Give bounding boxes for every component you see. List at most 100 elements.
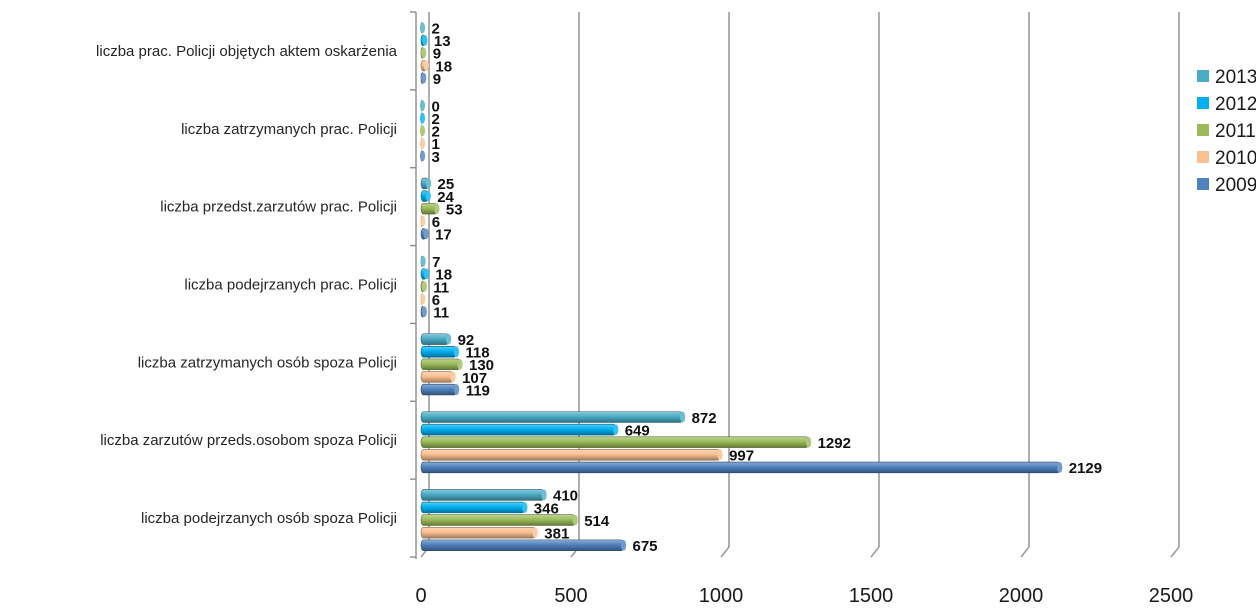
bar-2013-liczba-podejrzanych-osob-spoza-policji bbox=[420, 489, 545, 501]
data-label-2011-liczba-podejrzanych-prac-policji: 11 bbox=[433, 279, 449, 296]
bar-2012-liczba-podejrzanych-osob-spoza-policji bbox=[420, 501, 526, 514]
data-label-2013-liczba-przedst-zarzutow-prac-policji: 25 bbox=[438, 176, 455, 193]
bar-2009-liczba-podejrzanych-osob-spoza-policji bbox=[420, 539, 624, 551]
gridline-foot bbox=[870, 546, 880, 558]
data-label-2009-liczba-zatrzymanych-osob-spoza-policji: 119 bbox=[466, 382, 490, 399]
bar-2010-liczba-podejrzanych-osob-spoza-policji bbox=[420, 526, 536, 539]
x-tick-label-2500: 2500 bbox=[1149, 585, 1194, 607]
bar-cap bbox=[425, 178, 432, 189]
bar-cap bbox=[421, 47, 427, 59]
bar-cap bbox=[422, 34, 428, 46]
bar-cap bbox=[419, 100, 426, 111]
bar-2011-liczba-zatrzymanych-osob-spoza-policji bbox=[420, 358, 461, 371]
data-label-2011-liczba-prac-policji-objetych-aktem-oskarzenia: 9 bbox=[433, 46, 441, 63]
bar-cap bbox=[419, 22, 426, 34]
legend: 2013 2012 2011 2010 2009 bbox=[1197, 67, 1256, 196]
data-label-2010-liczba-przedst-zarzutow-prac-policji: 6 bbox=[432, 214, 440, 231]
bar-cap bbox=[420, 255, 426, 267]
bar-2010-liczba-zatrzymanych-osob-spoza-policji bbox=[420, 371, 454, 383]
data-label-2011-liczba-zatrzymanych-prac-policji: 2 bbox=[432, 124, 440, 141]
category-label-liczba-prac-policji-objetych-aktem-oskarzenia: liczba prac. Policji objętych aktem oska… bbox=[96, 43, 398, 60]
bar-2013-liczba-zarzutow-przeds-osobom-spoza-policji bbox=[420, 411, 683, 423]
bar-cap bbox=[419, 137, 426, 149]
x-tick-label-2000: 2000 bbox=[999, 585, 1044, 607]
data-label-2012-liczba-zatrzymanych-osob-spoza-policji: 118 bbox=[465, 345, 489, 362]
bar-cap bbox=[680, 411, 686, 423]
bar-cap bbox=[541, 489, 547, 501]
bar-cap bbox=[1057, 462, 1063, 473]
data-label-2012-liczba-prac-policji-objetych-aktem-oskarzenia: 13 bbox=[434, 33, 451, 50]
data-label-2010-liczba-zatrzymanych-osob-spoza-policji: 107 bbox=[462, 370, 487, 387]
data-label-2011-liczba-zatrzymanych-osob-spoza-policji: 130 bbox=[469, 357, 494, 374]
bar-cap bbox=[425, 190, 431, 202]
x-tick-label-500: 500 bbox=[554, 585, 587, 607]
data-label-2011-liczba-zarzutow-przeds-osobom-spoza-policji: 1292 bbox=[818, 435, 851, 452]
gridlines bbox=[420, 12, 1180, 558]
data-label-2013-liczba-podejrzanych-osob-spoza-policji: 410 bbox=[553, 488, 578, 505]
legend-label-2013: 2013 bbox=[1215, 67, 1256, 88]
data-label-2012-liczba-zarzutow-przeds-osobom-spoza-policji: 649 bbox=[625, 422, 650, 439]
bar-2010-liczba-zarzutow-przeds-osobom-spoza-policji bbox=[420, 449, 721, 461]
data-label-2013-liczba-prac-policji-objetych-aktem-oskarzenia: 2 bbox=[432, 21, 440, 38]
legend-label-2011: 2011 bbox=[1215, 121, 1256, 142]
x-tick-label-1500: 1500 bbox=[849, 585, 894, 607]
x-tick-label-1000: 1000 bbox=[699, 585, 744, 607]
bar-cap bbox=[620, 539, 627, 551]
bar-cap bbox=[717, 449, 723, 461]
data-label-2009-liczba-podejrzanych-prac-policji: 11 bbox=[433, 305, 449, 322]
bar-cap bbox=[453, 346, 459, 358]
legend-label-2010: 2010 bbox=[1215, 148, 1256, 169]
bar-cap bbox=[423, 228, 429, 240]
data-label-2010-liczba-podejrzanych-osob-spoza-policji: 381 bbox=[544, 525, 569, 542]
bar-2012-liczba-zatrzymanych-osob-spoza-policji bbox=[420, 346, 457, 358]
data-label-2012-liczba-przedst-zarzutow-prac-policji: 24 bbox=[437, 189, 454, 206]
bar-cap bbox=[434, 203, 440, 215]
legend-label-2009: 2009 bbox=[1215, 175, 1256, 196]
data-label-2009-liczba-podejrzanych-osob-spoza-policji: 675 bbox=[633, 538, 658, 555]
bar-cap bbox=[457, 358, 463, 370]
bar-cap bbox=[806, 436, 812, 448]
gridline-foot bbox=[720, 546, 730, 558]
bar-cap bbox=[572, 514, 578, 526]
data-label-2013-liczba-podejrzanych-prac-policji: 7 bbox=[432, 254, 440, 271]
bar-cap bbox=[532, 527, 538, 539]
gridline-foot bbox=[1020, 546, 1030, 558]
category-label-liczba-podejrzanych-prac-policji: liczba podejrzanych prac. Policji bbox=[184, 277, 397, 294]
bar-cap bbox=[450, 371, 456, 383]
data-label-2013-liczba-zatrzymanych-osob-spoza-policji: 92 bbox=[458, 332, 475, 349]
bar-cap bbox=[423, 60, 429, 71]
data-labels: 6753815143464102129997129264987211910713… bbox=[432, 21, 1103, 556]
data-label-2009-liczba-zatrzymanych-prac-policji: 3 bbox=[432, 149, 440, 166]
bar-cap bbox=[420, 293, 426, 305]
x-tick-labels: 0 500 1000 1500 2000 2500 bbox=[415, 585, 1193, 607]
bar-2009-liczba-zatrzymanych-osob-spoza-policji bbox=[420, 383, 458, 396]
data-label-2013-liczba-zarzutow-przeds-osobom-spoza-policji: 872 bbox=[692, 410, 717, 427]
category-label-liczba-przedst-zarzutow-prac-policji: liczba przedst.zarzutów prac. Policji bbox=[160, 199, 397, 216]
gridline-foot bbox=[1170, 546, 1180, 558]
data-label-2009-liczba-zarzutow-przeds-osobom-spoza-policji: 2129 bbox=[1069, 460, 1102, 477]
data-label-2012-liczba-podejrzanych-osob-spoza-policji: 346 bbox=[534, 500, 559, 517]
category-label-liczba-zarzutow-przeds-osobom-spoza-policji: liczba zarzutów przeds.osobom spoza Poli… bbox=[100, 432, 397, 449]
category-label-liczba-zatrzymanych-osob-spoza-policji: liczba zatrzymanych osób spoza Policji bbox=[138, 354, 397, 371]
category-axis bbox=[410, 11, 417, 559]
bar-2011-liczba-zarzutow-przeds-osobom-spoza-policji bbox=[420, 436, 809, 448]
legend-swatch-2009 bbox=[1197, 178, 1209, 190]
bar-cap bbox=[421, 72, 427, 84]
bar-cap bbox=[522, 502, 528, 513]
data-label-2012-liczba-podejrzanych-prac-policji: 18 bbox=[435, 267, 452, 284]
legend-swatch-2013 bbox=[1197, 70, 1209, 82]
bar-cap bbox=[420, 215, 426, 227]
bar-2013-liczba-zatrzymanych-osob-spoza-policji bbox=[420, 333, 449, 345]
bar-cap bbox=[454, 384, 460, 395]
data-label-2010-liczba-podejrzanych-prac-policji: 6 bbox=[432, 292, 440, 309]
data-label-2010-liczba-prac-policji-objetych-aktem-oskarzenia: 18 bbox=[435, 58, 452, 75]
data-label-2013-liczba-zatrzymanych-prac-policji: 0 bbox=[432, 98, 440, 115]
data-label-2011-liczba-przedst-zarzutow-prac-policji: 53 bbox=[446, 201, 463, 218]
bar-cap bbox=[421, 306, 427, 318]
x-tick-label-0: 0 bbox=[415, 585, 426, 607]
bar-cap bbox=[423, 268, 429, 280]
data-label-2011-liczba-podejrzanych-osob-spoza-policji: 514 bbox=[584, 513, 610, 530]
bar-cap bbox=[613, 424, 619, 436]
legend-swatch-2011 bbox=[1197, 124, 1209, 136]
